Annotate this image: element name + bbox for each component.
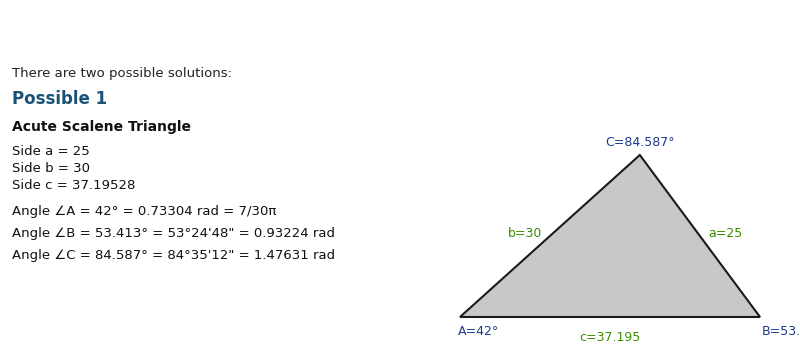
Text: Possible 1: Possible 1 xyxy=(12,90,107,108)
Text: There are two possible solutions:: There are two possible solutions: xyxy=(12,67,232,80)
Polygon shape xyxy=(460,155,760,317)
Text: Angle ∠B = 53.413° = 53°24'48" = 0.93224 rad: Angle ∠B = 53.413° = 53°24'48" = 0.93224… xyxy=(12,227,335,240)
Text: C=84.587°: C=84.587° xyxy=(605,136,674,149)
Text: c=37.195: c=37.195 xyxy=(579,331,641,344)
Text: Side a = 25: Side a = 25 xyxy=(12,145,90,158)
Text: a=25: a=25 xyxy=(708,227,742,240)
Text: Angle ∠C = 84.587° = 84°35'12" = 1.47631 rad: Angle ∠C = 84.587° = 84°35'12" = 1.47631… xyxy=(12,249,335,262)
Text: Acute Scalene Triangle: Acute Scalene Triangle xyxy=(12,120,191,134)
Text: Angle ∠A = 42° = 0.73304 rad = 7/30π: Angle ∠A = 42° = 0.73304 rad = 7/30π xyxy=(12,205,276,218)
Text: Result: Result xyxy=(14,15,74,34)
Text: b=30: b=30 xyxy=(507,227,542,240)
Text: B=53.413°: B=53.413° xyxy=(762,325,800,338)
Text: A=42°: A=42° xyxy=(458,325,499,338)
Text: Side b = 30: Side b = 30 xyxy=(12,162,90,175)
Text: Side c = 37.19528: Side c = 37.19528 xyxy=(12,179,135,192)
